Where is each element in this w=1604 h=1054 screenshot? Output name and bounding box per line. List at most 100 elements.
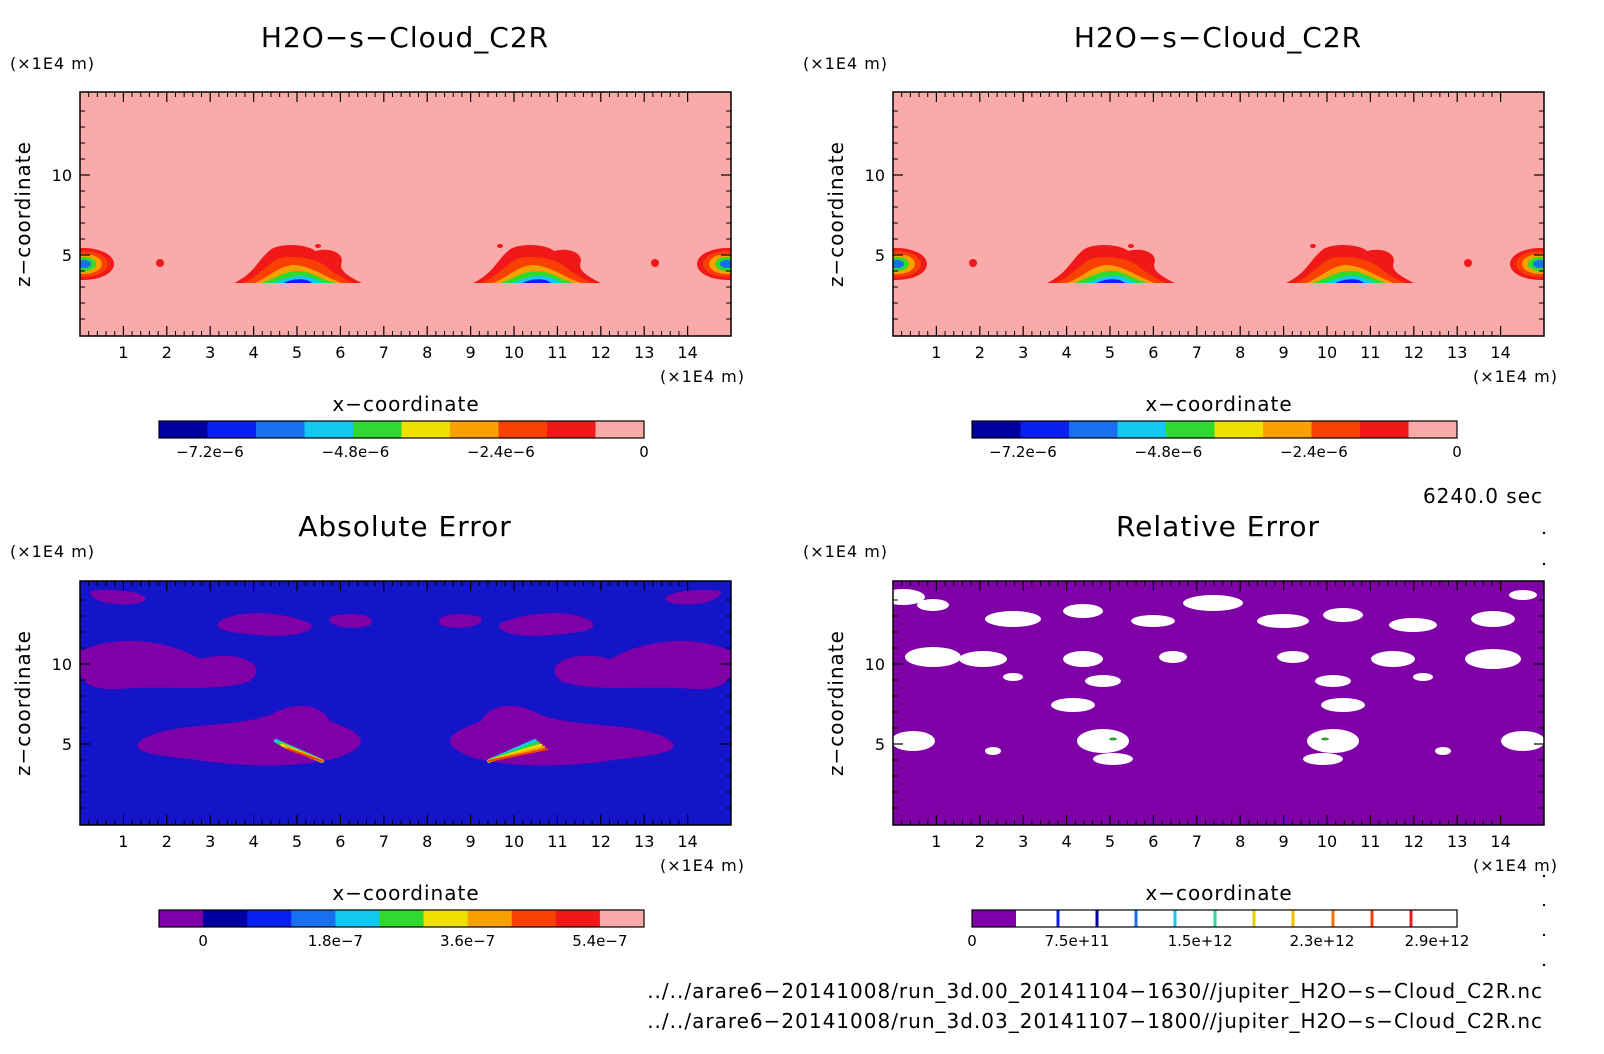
error-streak	[287, 748, 323, 762]
error-contour	[1323, 608, 1363, 622]
x-tick-label: 13	[634, 343, 654, 362]
error-contour	[1257, 614, 1309, 628]
y-tick-label: 10	[865, 655, 885, 674]
panel-top-left: H2O−s−Cloud_C2R (×1E4 m) 1 2 3 4 5 6 7 8 9 10 11 12…	[10, 21, 745, 461]
x-unit-label: (×1E4 m)	[660, 367, 745, 386]
y-unit-label: (×1E4 m)	[10, 542, 95, 561]
error-contour	[917, 599, 949, 611]
heatmap-field	[80, 92, 731, 336]
colorbar-label: 0	[967, 932, 977, 950]
x-tick-label: 11	[1360, 832, 1380, 851]
x-tick-label: 10	[504, 343, 524, 362]
y-ticks: 5 10	[52, 599, 731, 809]
x-tick-label: 6	[335, 832, 345, 851]
error-contour	[1465, 649, 1521, 669]
colorbar-segment	[1134, 910, 1138, 927]
y-ticks: 5 10	[865, 599, 1544, 809]
colorbar-label: 2.3e+12	[1290, 932, 1355, 950]
panel-title: Relative Error	[1116, 510, 1320, 543]
cloud-contour	[1096, 279, 1126, 283]
x-tick-label: 11	[547, 343, 567, 362]
x-tick-label: 10	[504, 832, 524, 851]
file-path-2: ../../arare6−20141008/run_3d.03_20141107…	[647, 1009, 1543, 1033]
panel-bottom-right: Relative Error (×1E4 m) 1 2 3 4 5 6 7 8 9 10 11 12 1…	[803, 510, 1558, 950]
colorbar-segment	[353, 421, 402, 438]
y-axis-label: z−coordinate	[11, 630, 35, 776]
error-contour	[1307, 729, 1359, 753]
y-unit-label: (×1E4 m)	[803, 542, 888, 561]
x-tick-label: 2	[162, 343, 172, 362]
y-tick-label: 5	[62, 246, 72, 265]
colorbar-label: 0	[198, 932, 208, 950]
colorbar-segment	[379, 910, 425, 927]
colorbar: 0 1.8e−7 3.6e−7 5.4e−7	[158, 909, 645, 950]
error-contour	[1159, 651, 1187, 663]
x-tick-label: 9	[466, 343, 476, 362]
x-tick-label: 7	[1192, 343, 1202, 362]
colorbar-segment	[1213, 910, 1217, 927]
error-features	[80, 589, 731, 766]
colorbar-segment	[1408, 421, 1458, 438]
colorbar: −7.2e−6 −4.8e−6 −2.4e−6 0	[158, 420, 649, 461]
colorbar-label: −2.4e−6	[1280, 443, 1348, 461]
error-contour	[1077, 729, 1129, 753]
error-streak	[1321, 737, 1329, 741]
colorbar-label: −2.4e−6	[467, 443, 535, 461]
error-contour	[1371, 651, 1415, 667]
colorbar-frame	[971, 420, 1458, 439]
heatmap-background	[893, 92, 1544, 336]
heatmap-field	[893, 92, 1544, 336]
x-unit-label: (×1E4 m)	[1473, 367, 1558, 386]
y-tick-label: 10	[52, 166, 72, 185]
x-tick-label: 7	[379, 832, 389, 851]
x-tick-label: 5	[1105, 832, 1115, 851]
plot-frame	[892, 580, 1545, 826]
error-contour	[329, 614, 372, 628]
y-tick-label: 5	[875, 246, 885, 265]
colorbar-label: −7.2e−6	[176, 443, 244, 461]
colorbar-segment	[1409, 910, 1413, 927]
x-ticks: 1 2 3 4 5 6 7 8 9 10 11 12 13 14	[88, 92, 698, 362]
x-tick-label: 14	[1490, 343, 1510, 362]
x-tick-label: 4	[1062, 343, 1072, 362]
colorbar-segment	[1311, 421, 1361, 438]
cloud-contour	[80, 260, 91, 268]
y-tick-label: 10	[52, 655, 72, 674]
x-tick-label: 6	[1148, 832, 1158, 851]
colorbar-segment	[159, 421, 208, 438]
error-contour	[1277, 651, 1309, 663]
colorbar-segment	[498, 421, 548, 438]
x-tick-label: 2	[975, 343, 985, 362]
y-unit-label: (×1E4 m)	[803, 54, 888, 73]
colorbar-segment	[1173, 910, 1177, 927]
error-streak	[1109, 737, 1117, 741]
colorbar-segment	[1252, 910, 1256, 927]
error-contour	[554, 640, 731, 690]
x-tick-label: 11	[547, 832, 567, 851]
x-tick-label: 5	[292, 343, 302, 362]
y-ticks: 5 10	[865, 110, 1544, 320]
x-tick-label: 4	[1062, 832, 1072, 851]
plot-frame	[79, 580, 732, 826]
file-path-1: ../../arare6−20141008/run_3d.00_20141104…	[647, 979, 1543, 1003]
error-contour	[1435, 747, 1451, 755]
x-tick-label: 8	[1235, 832, 1245, 851]
colorbar-segment	[1069, 421, 1118, 438]
y-axis-label: z−coordinate	[11, 141, 35, 287]
x-tick-label: 12	[591, 343, 611, 362]
x-axis-label: x−coordinate	[1145, 881, 1292, 905]
colorbar-segment	[1331, 910, 1335, 927]
x-unit-label: (×1E4 m)	[1473, 856, 1558, 875]
panel-bottom-left: Absolute Error (×1E4 m) 1 2 3 4 5 6 7 8 9 10 11 12 1…	[10, 510, 744, 950]
error-streak	[488, 748, 548, 762]
error-contour	[893, 589, 925, 605]
error-contour	[1063, 604, 1103, 618]
cloud-contour	[522, 279, 552, 283]
colorbar-segment	[256, 421, 305, 438]
colorbar-segment	[401, 421, 451, 438]
x-tick-label: 1	[931, 832, 941, 851]
y-tick-label: 5	[62, 735, 72, 754]
x-tick-label: 10	[1317, 832, 1337, 851]
colorbar-label: 7.5e+11	[1045, 932, 1110, 950]
